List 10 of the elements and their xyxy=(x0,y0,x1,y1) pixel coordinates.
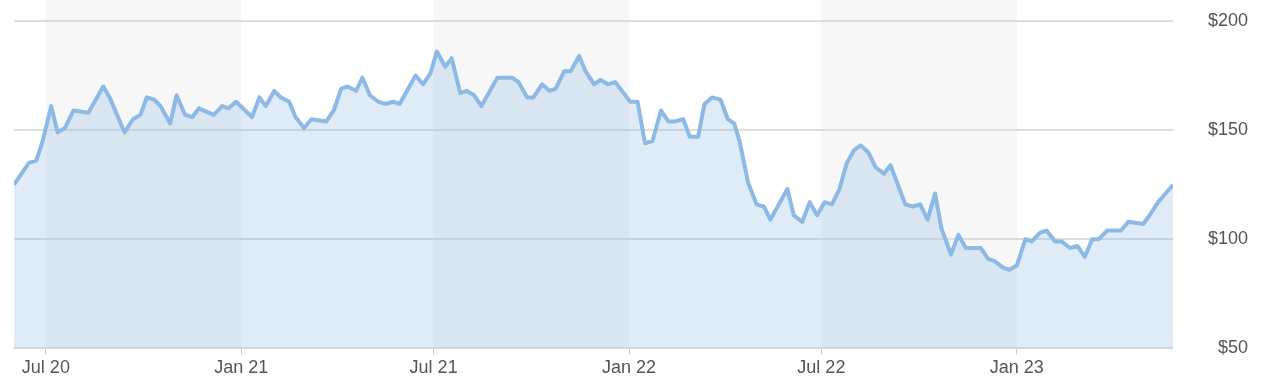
x-tick-label: Jul 20 xyxy=(21,357,70,378)
x-tick-label: Jan 23 xyxy=(989,357,1044,378)
y-tick-label: $50 xyxy=(1217,337,1248,358)
y-tick-label: $150 xyxy=(1207,119,1248,140)
x-tick-label: Jan 21 xyxy=(214,357,269,378)
y-tick-label: $100 xyxy=(1207,228,1248,249)
y-tick-label: $200 xyxy=(1207,9,1248,30)
x-tick-label: Jan 22 xyxy=(602,357,657,378)
x-tick-label: Jul 22 xyxy=(797,357,846,378)
x-tick-label: Jul 21 xyxy=(409,357,458,378)
